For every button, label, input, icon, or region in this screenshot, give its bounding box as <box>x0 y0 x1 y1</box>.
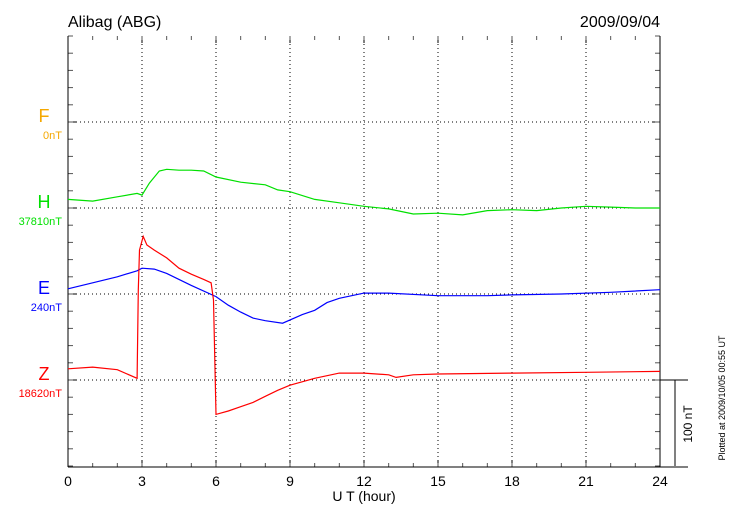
x-tick-label: 15 <box>430 473 446 489</box>
x-tick-label: 18 <box>504 473 520 489</box>
x-tick-label: 12 <box>356 473 372 489</box>
series-lines <box>67 168 661 416</box>
station-title: Alibag (ABG) <box>68 14 161 31</box>
date-title: 2009/09/04 <box>580 14 660 31</box>
series-baseline-Z: 18620nT <box>19 388 63 400</box>
series-line-H <box>67 168 660 216</box>
series-line-Z <box>67 234 661 416</box>
scale-bar-label: 100 nT <box>681 405 695 443</box>
series-name-H: H <box>38 192 51 212</box>
series-line-E <box>67 267 661 324</box>
x-tick-label: 9 <box>286 473 294 489</box>
axes: 0 3 6 9 12 15 18 21 24 <box>64 35 688 489</box>
series-labels: F 0nT H 37810nT E 240nT Z 18620nT <box>19 106 63 400</box>
series-baseline-F: 0nT <box>43 130 62 142</box>
plotted-at-note: Plotted at 2009/10/05 00:55 UT <box>717 335 727 461</box>
series-baseline-E: 240nT <box>31 302 62 314</box>
series-baseline-H: 37810nT <box>19 216 63 228</box>
grid <box>68 36 660 467</box>
series-name-F: F <box>39 106 50 126</box>
x-tick-label: 24 <box>652 473 668 489</box>
x-tick-label: 6 <box>212 473 220 489</box>
series-name-Z: Z <box>39 364 50 384</box>
x-tick-label: 0 <box>64 473 72 489</box>
series-name-E: E <box>38 278 50 298</box>
x-tick-label: 3 <box>138 473 146 489</box>
x-tick-label: 21 <box>578 473 594 489</box>
x-axis-label: U T (hour) <box>332 488 395 504</box>
